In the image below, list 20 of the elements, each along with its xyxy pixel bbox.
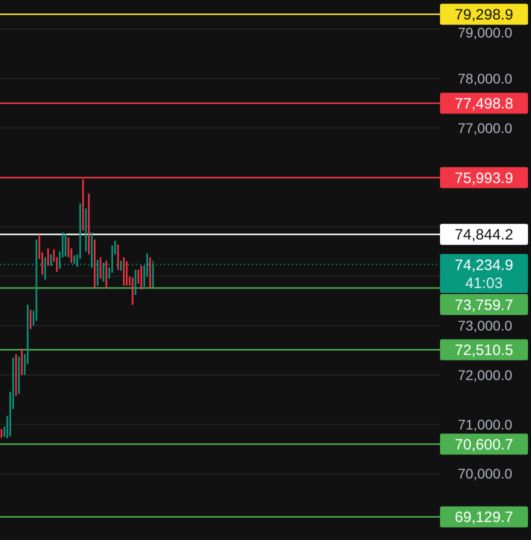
- ref-line-label: 69,129.7: [454, 509, 514, 526]
- ref-line-label: 74,234.9: [454, 256, 514, 274]
- y-tick-label: 77,000.0: [458, 120, 512, 136]
- ref-line-label: 74,844.2: [454, 226, 514, 244]
- ref-line-label: 79,298.9: [454, 6, 514, 24]
- ref-line-label: 70,600.7: [454, 436, 514, 454]
- y-tick-label: 73,000.0: [458, 317, 512, 334]
- y-tick-label: 79,000.0: [458, 24, 512, 41]
- candlestick: [140, 265, 142, 290]
- ref-line-label: 73,759.7: [454, 296, 514, 314]
- y-tick-label: 78,000.0: [458, 70, 512, 86]
- text: 41:03: [465, 274, 503, 292]
- y-tick-label: 72,000.0: [458, 366, 512, 383]
- candlestick: [64, 233, 66, 257]
- ref-line-label: 72,510.5: [454, 342, 514, 360]
- ref-line-label: 75,993.9: [454, 170, 514, 187]
- y-tick-label: 70,000.0: [458, 466, 512, 482]
- ref-line-label: 77,498.8: [454, 95, 514, 112]
- y-tick-label: 71,000.0: [458, 416, 512, 432]
- candlestick: [47, 248, 49, 266]
